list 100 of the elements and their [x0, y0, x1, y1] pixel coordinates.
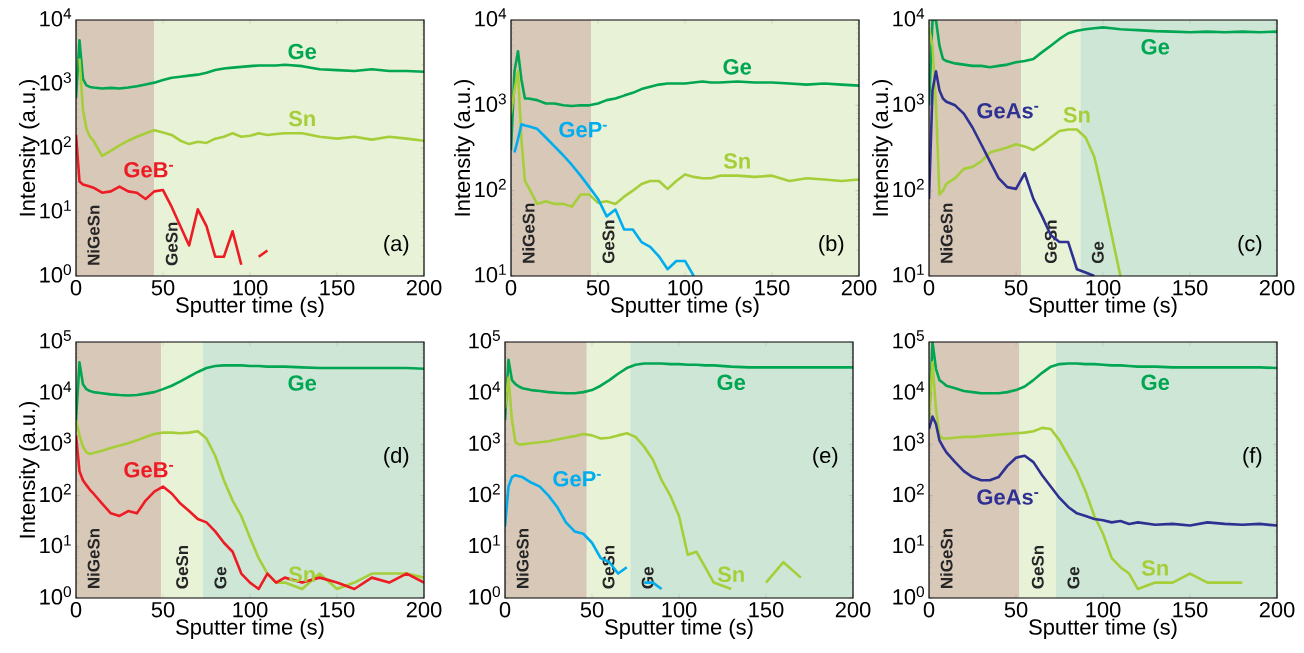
- x-tick-label: 200: [1259, 279, 1295, 296]
- x-tick-label: 100: [233, 279, 268, 296]
- x-axis-title: Sputter time (s): [176, 618, 324, 640]
- y-tick-label: 10$^{0}$: [469, 586, 500, 605]
- y-tick-label: 10$^{1}$: [475, 264, 506, 283]
- series-label: GeB$^{-}$: [124, 462, 173, 478]
- series-label: Ge: [288, 43, 317, 60]
- band-label: NiGeSn: [522, 203, 535, 263]
- x-tick-label: 150: [320, 279, 355, 296]
- x-axis-title: Sputter time (s): [611, 296, 759, 318]
- x-tick-label: 50: [151, 279, 175, 296]
- y-tick-label: 10$^{4}$: [893, 381, 925, 400]
- series-label: Ge: [723, 59, 752, 75]
- y-tick-label: 10$^{0}$: [893, 586, 924, 605]
- x-axis-title: Sputter time (s): [605, 618, 753, 640]
- band-label: GeSn: [165, 222, 178, 266]
- x-tick-label: 200: [406, 601, 442, 618]
- band-label: NiGeSn: [940, 203, 953, 263]
- series-label: GeAs$^{-}$: [977, 489, 1039, 505]
- x-tick-label: 200: [835, 601, 871, 618]
- y-tick-label: 10$^{5}$: [469, 330, 500, 349]
- x-tick-label: 200: [841, 279, 877, 296]
- x-tick-label: 100: [1086, 279, 1121, 296]
- series-label: Sn: [717, 566, 744, 583]
- band-label: NiGeSn: [87, 205, 100, 265]
- y-axis-title: Intensity (a.u.): [18, 79, 40, 216]
- series-label: Ge: [1141, 39, 1170, 55]
- band-label: GeSn: [602, 220, 615, 264]
- band-label: NiGeSn: [940, 528, 953, 588]
- series-label: Ge: [717, 374, 746, 391]
- series-label: Sn: [723, 153, 750, 169]
- y-tick-label: 10$^{1}$: [893, 264, 924, 283]
- series-label: GeP$^{-}$: [553, 471, 601, 487]
- y-tick-label: 10$^{2}$: [893, 178, 924, 198]
- y-tick-label: 10$^{3}$: [40, 432, 71, 452]
- y-tick-label: 10$^{2}$: [475, 178, 506, 198]
- band-label: NiGeSn: [516, 528, 529, 588]
- band-label: GeSn: [176, 545, 189, 589]
- y-tick-label: 10$^{3}$: [469, 432, 500, 452]
- x-tick-label: 0: [70, 601, 82, 618]
- band-label: GeSn: [1044, 220, 1057, 264]
- y-tick-label: 10$^{5}$: [40, 330, 71, 349]
- x-axis-title: Sputter time (s): [1029, 618, 1177, 640]
- x-tick-label: 200: [1259, 601, 1295, 618]
- y-tick-label: 10$^{3}$: [893, 93, 924, 112]
- band-label: Ge: [214, 567, 227, 589]
- y-tick-label: 10$^{4}$: [893, 8, 925, 27]
- x-axis-title: Sputter time (s): [1029, 296, 1177, 318]
- x-tick-label: 0: [923, 279, 935, 296]
- x-tick-label: 50: [1004, 601, 1028, 618]
- x-tick-label: 100: [662, 601, 697, 618]
- y-tick-label: 10$^{4}$: [40, 8, 72, 27]
- line-series: [929, 26, 1122, 276]
- y-tick-label: 10$^{2}$: [469, 483, 500, 503]
- y-tick-label: 10$^{2}$: [40, 136, 71, 155]
- x-tick-label: 100: [233, 601, 268, 618]
- x-tick-label: 150: [1173, 601, 1208, 618]
- annotation: (c): [1238, 235, 1262, 256]
- y-tick-label: 10$^{0}$: [40, 264, 71, 283]
- y-tick-label: 10$^{3}$: [893, 432, 924, 452]
- annotation: (f): [1243, 446, 1262, 468]
- y-axis-title: Intensity (a.u.): [18, 401, 40, 538]
- series-label: Ge: [288, 375, 317, 391]
- band-label: Ge: [641, 567, 654, 589]
- x-tick-label: 50: [1004, 279, 1028, 296]
- y-tick-label: 10$^{4}$: [40, 381, 72, 400]
- x-axis-title: Sputter time (s): [176, 296, 324, 318]
- series-label: Sn: [288, 566, 315, 583]
- series-label: GeAs$^{-}$: [977, 102, 1039, 119]
- series-label: Sn: [1063, 107, 1090, 123]
- y-tick-label: 10$^{1}$: [40, 200, 71, 219]
- y-tick-label: 10$^{0}$: [40, 586, 71, 605]
- x-tick-label: 50: [586, 279, 610, 296]
- series-label: GeB$^{-}$: [124, 161, 173, 178]
- y-tick-label: 10$^{2}$: [40, 483, 71, 503]
- y-tick-label: 10$^{4}$: [469, 381, 501, 400]
- band-label: Ge: [1067, 567, 1080, 589]
- x-tick-label: 100: [668, 279, 703, 296]
- line-series: [513, 122, 696, 276]
- x-tick-label: 50: [151, 601, 175, 618]
- x-tick-label: 150: [749, 601, 784, 618]
- y-tick-label: 10$^{1}$: [469, 535, 500, 554]
- y-axis-title: Intensity (a.u.): [872, 79, 893, 216]
- annotation: (b): [819, 235, 844, 256]
- y-tick-label: 10$^{4}$: [475, 8, 507, 27]
- band-label: GeSn: [1031, 545, 1044, 589]
- annotation: (e): [813, 446, 838, 468]
- x-tick-label: 50: [580, 601, 604, 618]
- x-tick-label: 0: [499, 601, 511, 618]
- y-tick-label: 10$^{5}$: [893, 330, 924, 349]
- series-label: Sn: [288, 110, 315, 127]
- y-tick-label: 10$^{2}$: [893, 483, 924, 503]
- band-label: Ge: [1091, 241, 1104, 264]
- y-tick-label: 10$^{1}$: [40, 535, 71, 554]
- y-tick-label: 10$^{3}$: [40, 72, 71, 91]
- series-label: Sn: [1141, 560, 1168, 576]
- y-tick-label: 10$^{3}$: [475, 93, 506, 112]
- x-tick-label: 0: [923, 601, 935, 618]
- series-label: GeP$^{-}$: [559, 121, 607, 138]
- x-tick-label: 150: [755, 279, 790, 296]
